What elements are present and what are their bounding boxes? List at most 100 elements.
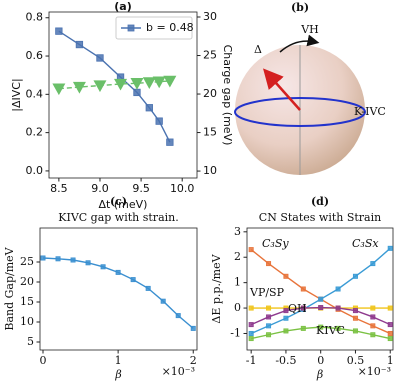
y-axis-label: ΔE p.p./meV: [210, 253, 223, 323]
marker: [133, 88, 141, 97]
diagram-label: VH: [300, 23, 319, 36]
marker: [352, 315, 358, 321]
marker: [75, 40, 84, 49]
panel-label: (a): [114, 0, 131, 13]
marker: [318, 324, 324, 330]
x-offset-label: ×10⁻³: [162, 365, 195, 378]
marker: [370, 314, 376, 320]
marker: [40, 255, 46, 261]
marker: [248, 336, 254, 342]
marker: [175, 313, 181, 319]
marker: [163, 75, 177, 88]
y-tick-label: 0: [234, 301, 241, 314]
marker: [335, 286, 341, 292]
y-tick-label: -1: [230, 326, 241, 339]
marker: [70, 257, 76, 263]
legend-label: b = 0.48: [146, 21, 194, 34]
y2-tick-label: 10: [203, 164, 217, 177]
marker: [318, 305, 324, 311]
marker: [370, 305, 376, 311]
marker: [248, 330, 254, 336]
x-tick-label: 0: [317, 354, 324, 367]
marker: [283, 273, 289, 279]
series-annotation: C₃Sy: [262, 237, 289, 250]
marker: [152, 76, 166, 89]
panel: (d) CN States with Strain -1 -0.5 0 0.5 1 -1 0 1 2…: [210, 195, 394, 381]
marker: [130, 277, 136, 283]
y-tick-label: 0.0: [26, 164, 44, 177]
marker: [352, 328, 358, 334]
marker: [248, 305, 254, 311]
x-offset-label: ×10⁻³: [358, 365, 391, 378]
series-annotation: KIVC: [316, 324, 345, 337]
marker: [52, 83, 66, 96]
y-tick-label: 15: [20, 295, 34, 308]
marker: [283, 315, 289, 321]
x-axis-label: β: [316, 368, 323, 381]
marker: [370, 332, 376, 338]
x-tick-label: -0.5: [275, 354, 296, 367]
marker: [387, 305, 393, 311]
sphere-diagram: (b) VH Δ K-IVC: [234, 1, 386, 175]
legend-marker: [127, 24, 135, 32]
marker: [300, 305, 306, 311]
marker: [352, 273, 358, 279]
marker: [266, 323, 272, 329]
plot-frame: [48, 11, 198, 179]
marker: [266, 332, 272, 338]
y-axis-label: Band Gap/meV: [3, 246, 16, 330]
marker: [370, 261, 376, 267]
marker: [387, 245, 393, 251]
panel: (a) 8.5 9.0 9.5 10.0 0.0 0.2 0.4 0.6 0.8 10 15 20 25 3…: [10, 0, 234, 211]
marker: [266, 261, 272, 267]
x-tick-label: 9.0: [91, 182, 109, 195]
marker: [248, 247, 254, 253]
y-tick-label: 2: [234, 250, 241, 263]
marker: [130, 78, 144, 90]
x-tick-label: 8.5: [50, 182, 68, 195]
x-tick-label: 0.5: [347, 354, 365, 367]
panel-label: (d): [311, 195, 329, 208]
marker: [335, 325, 341, 331]
marker: [114, 78, 128, 91]
panel-label: (c): [110, 195, 127, 208]
y-tick-label: 0.8: [26, 11, 44, 24]
marker: [96, 54, 104, 62]
marker: [387, 336, 393, 342]
y-tick-label: 10: [20, 315, 34, 328]
marker: [266, 314, 272, 320]
marker: [115, 269, 121, 275]
x-axis-label: Δt (meV): [99, 198, 148, 211]
marker: [352, 308, 358, 314]
equator: [234, 97, 366, 127]
rotation-arrow: [279, 34, 320, 53]
diagram-label: K-IVC: [354, 105, 386, 118]
y-tick-label: 0.6: [26, 49, 44, 62]
y2-tick-label: 25: [203, 49, 217, 62]
x-tick-label: 0: [40, 354, 47, 367]
panel: (c)KIVC gap with strain.0 1 2510152025βBan…: [3, 195, 198, 381]
y-tick-label: 1: [234, 276, 241, 289]
y-tick-label: 25: [20, 255, 34, 268]
marker: [145, 285, 151, 291]
marker: [318, 296, 324, 302]
marker: [387, 322, 393, 328]
x-tick-label: 1: [387, 354, 394, 367]
y-tick-label: 5: [27, 335, 34, 348]
marker: [266, 305, 272, 311]
marker: [300, 286, 306, 292]
y-tick-label: 20: [20, 275, 34, 288]
marker: [145, 104, 153, 112]
marker: [387, 330, 393, 336]
diagram-label: Δ: [254, 43, 262, 56]
series-line: [42, 257, 194, 329]
marker: [248, 322, 254, 328]
marker: [85, 260, 91, 266]
series-annotation: QH: [288, 302, 307, 315]
marker: [300, 325, 306, 331]
marker: [100, 264, 106, 270]
series-annotation: VP/SP: [249, 286, 285, 299]
x-tick-label: 1: [115, 354, 122, 367]
x-tick-label: -1: [246, 354, 257, 367]
